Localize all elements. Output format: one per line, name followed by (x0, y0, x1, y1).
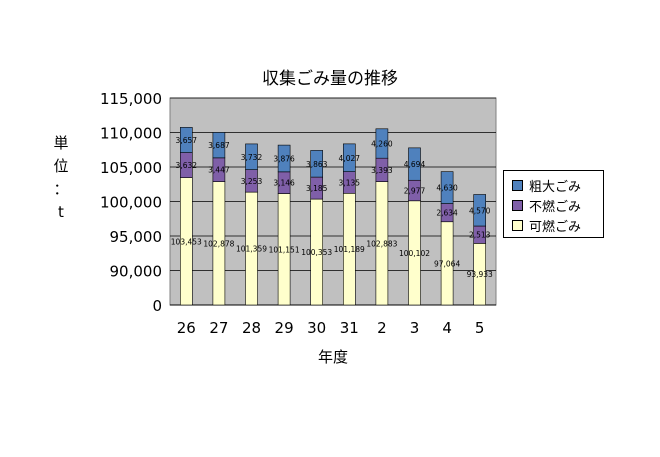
x-axis-title: 年度 (317, 348, 348, 366)
x-tick-label: 4 (442, 319, 452, 337)
x-tick-label: 28 (242, 319, 261, 337)
legend-label: 可燃ごみ (529, 219, 582, 235)
bar-segment (212, 132, 226, 159)
data-label: 3,146 (273, 179, 295, 188)
x-tick-label: 5 (475, 319, 485, 337)
y-axis-title-char: 単 (53, 134, 69, 152)
x-tick-label: 2 (377, 319, 387, 337)
chart-title: 収集ごみ量の推移 (262, 69, 398, 89)
data-label: 4,027 (339, 154, 361, 163)
y-tick-label: 105,000 (100, 159, 162, 177)
y-tick-label: 100,000 (100, 194, 162, 212)
data-label: 3,447 (208, 166, 230, 175)
legend-label: 粗大ごみ (529, 179, 582, 195)
y-axis-title-char: 位 (53, 157, 69, 175)
data-label: 93,933 (467, 270, 493, 279)
bar-segment (375, 128, 389, 159)
data-label: 3,393 (371, 166, 393, 175)
data-label: 2,977 (404, 187, 426, 196)
data-label: 2,634 (436, 209, 458, 218)
x-tick-label: 3 (410, 319, 420, 337)
data-label: 3,185 (306, 184, 328, 193)
data-label: 3,732 (241, 153, 263, 162)
legend-item: 粗大ごみ (512, 175, 603, 195)
data-label: 101,151 (269, 245, 300, 254)
legend-item: 不燃ごみ (512, 195, 603, 215)
x-tick-label: 31 (340, 319, 359, 337)
y-axis-title: 単 位 ： t (50, 132, 72, 224)
legend: 粗大ごみ 不燃ごみ 可燃ごみ (503, 170, 604, 238)
legend-label: 不燃ごみ (529, 199, 582, 215)
x-tick-label: 27 (209, 319, 228, 337)
data-label: 3,135 (339, 178, 361, 187)
data-label: 4,694 (404, 160, 426, 169)
bar-segment (310, 150, 324, 178)
data-label: 103,453 (171, 237, 202, 246)
data-label: 4,570 (469, 206, 491, 215)
data-label: 101,189 (334, 245, 365, 254)
data-label: 3,253 (241, 177, 263, 186)
x-tick-label: 30 (307, 319, 326, 337)
data-label: 3,876 (273, 154, 295, 163)
x-tick-label: 29 (275, 319, 294, 337)
data-label: 3,657 (176, 136, 198, 145)
data-label: 2,513 (469, 231, 491, 240)
data-label: 102,878 (203, 239, 234, 248)
y-axis-title-char: t (58, 203, 64, 221)
bar-segment (342, 143, 356, 172)
legend-swatch (512, 179, 523, 191)
x-tick-label: 26 (177, 319, 196, 337)
y-tick-label: 90,000 (110, 263, 163, 281)
data-label: 3,863 (306, 160, 328, 169)
y-tick-label: 95,000 (110, 228, 163, 246)
bar-segment (180, 127, 193, 153)
y-tick-label: 115,000 (100, 90, 162, 108)
bar-segment (408, 147, 421, 181)
data-label: 4,630 (436, 184, 458, 193)
data-label: 100,102 (399, 249, 430, 258)
data-label: 101,359 (236, 245, 267, 254)
data-label: 4,260 (371, 139, 393, 148)
data-label: 102,883 (366, 239, 397, 248)
data-label: 3,687 (208, 141, 230, 150)
legend-swatch (512, 199, 523, 211)
bar-segment (245, 143, 258, 170)
bar-segment (473, 194, 487, 227)
legend-item: 可燃ごみ (512, 215, 603, 235)
legend-swatch (512, 219, 523, 231)
bar-segment (277, 144, 291, 173)
data-label: 97,064 (434, 259, 460, 268)
data-label: 100,353 (301, 248, 332, 257)
data-label: 3,632 (176, 161, 198, 170)
y-tick-label: 110,000 (100, 125, 162, 143)
y-axis-title-char: ： (53, 180, 69, 198)
bar-segment (440, 171, 454, 204)
y-tick-label: 0 (152, 297, 162, 315)
